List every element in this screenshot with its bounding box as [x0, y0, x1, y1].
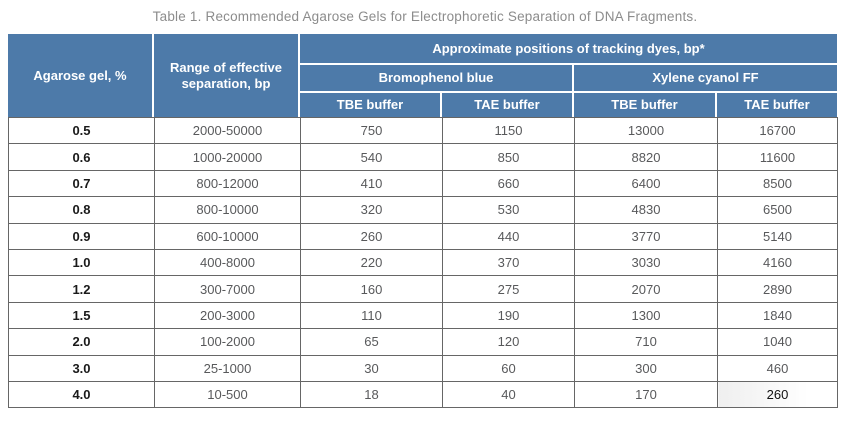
table-row: 1.5 200-3000 110 190 1300 1840: [8, 301, 838, 330]
cell-dye-position: 2890: [717, 275, 838, 303]
cell-separation-range: 1000-20000: [154, 143, 301, 171]
cell-dye-position: 850: [442, 143, 575, 171]
cell-dye-position: 13000: [574, 116, 718, 145]
cell-dye-position: 1040: [717, 328, 838, 356]
cell-dye-position: 710: [574, 328, 718, 356]
cell-separation-range: 300-7000: [154, 275, 301, 303]
table-row: 0.6 1000-20000 540 850 8820 11600: [8, 143, 838, 171]
cell-agarose-gel: 1.5: [8, 301, 155, 330]
cell-dye-position: 190: [442, 301, 575, 330]
header-bromophenol-blue: Bromophenol blue: [300, 65, 574, 93]
cell-agarose-gel: 1.0: [8, 248, 155, 277]
cell-agarose-gel: 0.9: [8, 222, 155, 250]
table-row: 0.8 800-10000 320 530 4830 6500: [8, 196, 838, 224]
cell-separation-range: 25-1000: [154, 354, 301, 382]
cell-separation-range: 800-12000: [154, 169, 301, 198]
header-agarose-gel: Agarose gel, %: [8, 34, 154, 117]
cell-dye-position: 120: [442, 328, 575, 356]
cell-dye-position: 1150: [442, 116, 575, 145]
table-row: 0.9 600-10000 260 440 3770 5140: [8, 222, 838, 250]
header-separation-range: Range of effective separation, bp: [154, 34, 300, 117]
table-row: 0.7 800-12000 410 660 6400 8500: [8, 169, 838, 198]
cell-dye-position: 460: [717, 354, 838, 382]
cell-dye-position: 440: [442, 222, 575, 250]
cell-separation-range: 2000-50000: [154, 116, 301, 145]
cell-dye-position: 260: [300, 222, 443, 250]
cell-separation-range: 200-3000: [154, 301, 301, 330]
cell-dye-position: 110: [300, 301, 443, 330]
cell-separation-range: 400-8000: [154, 248, 301, 277]
header-xylene-tae-buffer: TAE buffer: [744, 97, 810, 113]
table-row: 1.0 400-8000 220 370 3030 4160: [8, 248, 838, 277]
table-caption: Table 1. Recommended Agarose Gels for El…: [152, 9, 698, 24]
cell-dye-position: 320: [300, 196, 443, 224]
table-header: Agarose gel, % Range of effective separa…: [8, 34, 837, 117]
cell-dye-position: 2070: [574, 275, 718, 303]
cell-agarose-gel: 1.2: [8, 275, 155, 303]
header-tracking-dyes-group: Approximate positions of tracking dyes, …: [300, 34, 837, 65]
cell-dye-position: 4830: [574, 196, 718, 224]
cell-agarose-gel: 0.5: [8, 116, 155, 145]
cell-dye-position: 540: [300, 143, 443, 171]
agarose-gel-table: 0.5 2000-50000 750 1150 13000 16700 0.6 1000-20…: [8, 116, 838, 409]
table-row: 0.5 2000-50000 750 1150 13000 16700: [8, 116, 838, 145]
cell-agarose-gel: 2.0: [8, 328, 155, 356]
cell-dye-position: 410: [300, 169, 443, 198]
cell-dye-position: 40: [442, 380, 575, 409]
table-row: 1.2 300-7000 160 275 2070 2890: [8, 275, 838, 303]
cell-dye-position: 6500: [717, 196, 838, 224]
cell-agarose-gel: 3.0: [8, 354, 155, 382]
cell-dye-position: 3030: [574, 248, 718, 277]
table-body: 0.5 2000-50000 750 1150 13000 16700 0.6 1000-20…: [8, 116, 838, 409]
cell-agarose-gel: 0.6: [8, 143, 155, 171]
cell-dye-position: 3770: [574, 222, 718, 250]
cell-dye-position: 370: [442, 248, 575, 277]
cell-dye-position: 260: [717, 380, 838, 409]
table-row: 4.0 10-500 18 40 170 260: [8, 380, 838, 409]
cell-separation-range: 600-10000: [154, 222, 301, 250]
cell-dye-position: 160: [300, 275, 443, 303]
cell-dye-position: 5140: [717, 222, 838, 250]
cell-dye-position: 1840: [717, 301, 838, 330]
cell-dye-position: 660: [442, 169, 575, 198]
header-xylene-tbe-buffer: TBE buffer: [574, 93, 717, 117]
cell-dye-position: 8500: [717, 169, 838, 198]
header-xylene-cyanol: Xylene cyanol FF: [574, 65, 837, 93]
cell-dye-position: 1300: [574, 301, 718, 330]
cell-dye-position: 16700: [717, 116, 838, 145]
cell-dye-position: 750: [300, 116, 443, 145]
cell-dye-position: 18: [300, 380, 443, 409]
header-bromophenol-tae-buffer: TAE buffer: [442, 93, 574, 117]
cell-dye-position: 8820: [574, 143, 718, 171]
cell-dye-position: 60: [442, 354, 575, 382]
cell-dye-position: 220: [300, 248, 443, 277]
cell-agarose-gel: 0.7: [8, 169, 155, 198]
cell-dye-position: 170: [574, 380, 718, 409]
cell-dye-position: 11600: [717, 143, 838, 171]
header-bromophenol-tbe-buffer: TBE buffer: [300, 93, 442, 117]
table-row: 3.0 25-1000 30 60 300 460: [8, 354, 838, 382]
cell-agarose-gel: 0.8: [8, 196, 155, 224]
cell-separation-range: 100-2000: [154, 328, 301, 356]
cell-dye-position: 4160: [717, 248, 838, 277]
cell-dye-position: 30: [300, 354, 443, 382]
cell-separation-range: 10-500: [154, 380, 301, 409]
cell-dye-position: 530: [442, 196, 575, 224]
cell-dye-position: 6400: [574, 169, 718, 198]
cell-agarose-gel: 4.0: [8, 380, 155, 409]
cell-dye-position: 275: [442, 275, 575, 303]
cell-dye-position: 65: [300, 328, 443, 356]
cell-separation-range: 800-10000: [154, 196, 301, 224]
table-row: 2.0 100-2000 65 120 710 1040: [8, 328, 838, 356]
cell-dye-position: 300: [574, 354, 718, 382]
